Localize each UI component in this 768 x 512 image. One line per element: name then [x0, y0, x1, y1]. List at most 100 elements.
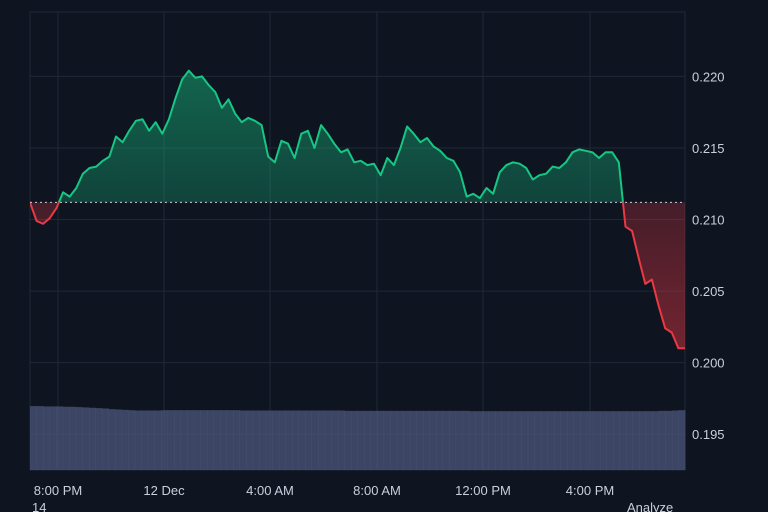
- volume-bar: [403, 410, 411, 470]
- volume-bar: [436, 410, 444, 470]
- volume-bar: [278, 410, 286, 470]
- volume-bar: [390, 410, 398, 470]
- volume-bar: [423, 410, 430, 470]
- price-area: [30, 70, 685, 349]
- price-line-up: [30, 69, 624, 203]
- y-axis-ticks: 0.220 0.215 0.210 0.205 0.200 0.195: [692, 69, 725, 442]
- x-tick-label: 8:00 PM: [34, 483, 82, 498]
- volume-bar: [429, 410, 437, 470]
- volume-bar: [370, 410, 378, 470]
- volume-bar: [527, 411, 535, 470]
- volume-bar: [540, 411, 548, 470]
- volume-bar: [128, 410, 136, 470]
- volume-bar: [95, 408, 103, 470]
- volume-bar: [147, 410, 155, 470]
- volume-bar: [305, 410, 313, 470]
- x-tick-label: 4:00 AM: [246, 483, 294, 498]
- volume-bar: [495, 411, 502, 470]
- volume-bar: [200, 410, 208, 470]
- y-tick-label: 0.205: [692, 284, 725, 299]
- volume-bar: [652, 411, 660, 470]
- volume-bar: [619, 411, 627, 470]
- volume-bar: [324, 410, 332, 470]
- volume-bar: [292, 410, 299, 470]
- volume-bar: [586, 411, 594, 470]
- volume-bar: [560, 411, 568, 470]
- volume-bar: [318, 410, 326, 470]
- volume-bar: [639, 411, 647, 470]
- volume-bar: [311, 410, 319, 470]
- volume-bar: [508, 411, 516, 470]
- volume-bar: [134, 410, 142, 470]
- volume-bar: [265, 410, 273, 470]
- volume-bar: [108, 409, 116, 470]
- volume-bar: [121, 409, 129, 470]
- volume-bar: [626, 411, 633, 470]
- volume-bar: [350, 410, 358, 470]
- volume-bar: [102, 408, 109, 470]
- y-tick-label: 0.220: [692, 69, 725, 84]
- volume-bar: [567, 411, 575, 470]
- volume-bar: [475, 411, 483, 470]
- volume-bar: [115, 409, 123, 470]
- volume-bar: [239, 410, 247, 470]
- volume-bar: [226, 410, 234, 470]
- volume-bar: [298, 410, 306, 470]
- volume-bar: [501, 411, 509, 470]
- volume-bar: [285, 410, 293, 470]
- volume-bar: [272, 410, 280, 470]
- volume-bar: [49, 406, 57, 470]
- x-tick-label: 8:00 AM: [353, 483, 401, 498]
- volume-bar: [554, 411, 561, 470]
- x-tick-label: 4:00 PM: [566, 483, 614, 498]
- volume-bar: [534, 411, 542, 470]
- price-line: [30, 69, 685, 350]
- volume-bar: [547, 411, 555, 470]
- y-tick-label: 0.195: [692, 427, 725, 442]
- volume-bar: [377, 410, 385, 470]
- volume-bar: [219, 410, 227, 470]
- volume-bar: [580, 411, 588, 470]
- volume-bar: [88, 407, 96, 470]
- volume-bar: [442, 410, 450, 470]
- volume-bar: [488, 411, 496, 470]
- volume-bar: [43, 406, 51, 470]
- volume-bar: [30, 406, 37, 470]
- analyze-link[interactable]: Analyze: [627, 500, 674, 512]
- volume-bar: [599, 411, 607, 470]
- volume-bar: [416, 410, 424, 470]
- volume-bar: [56, 406, 64, 470]
- volume-bar: [462, 410, 470, 470]
- volume-bar: [206, 410, 214, 470]
- volume-bar: [383, 410, 391, 470]
- volume-bar: [455, 410, 463, 470]
- volume-bar: [344, 410, 352, 470]
- volume-bar: [357, 410, 365, 470]
- volume-bar: [364, 410, 371, 470]
- volume-bar: [665, 410, 673, 470]
- price-line-down: [30, 202, 685, 350]
- volume-bar: [259, 410, 267, 470]
- volume-bar: [69, 406, 77, 470]
- volume-bar: [409, 410, 417, 470]
- volume-bar: [141, 410, 149, 470]
- volume-bar: [233, 410, 240, 470]
- volume-bar: [514, 411, 522, 470]
- volume-bar: [468, 411, 476, 470]
- x-axis-ticks: 8:00 PM 12 Dec 4:00 AM 8:00 AM 12:00 PM 4:00 …: [34, 483, 614, 498]
- volume-bar: [612, 411, 620, 470]
- volume-bar: [36, 406, 44, 470]
- volume-bar: [678, 410, 686, 470]
- volume-bar: [62, 406, 70, 470]
- volume-bar: [396, 410, 404, 470]
- volume-bar: [252, 410, 260, 470]
- plot-frame: [29, 11, 686, 471]
- volume-bar: [606, 411, 614, 470]
- x-axis-fragment-left: 14: [32, 500, 47, 512]
- volume-bar: [481, 411, 489, 470]
- volume-bar: [645, 411, 653, 470]
- y-tick-label: 0.200: [692, 356, 725, 371]
- volume-bar: [180, 410, 188, 470]
